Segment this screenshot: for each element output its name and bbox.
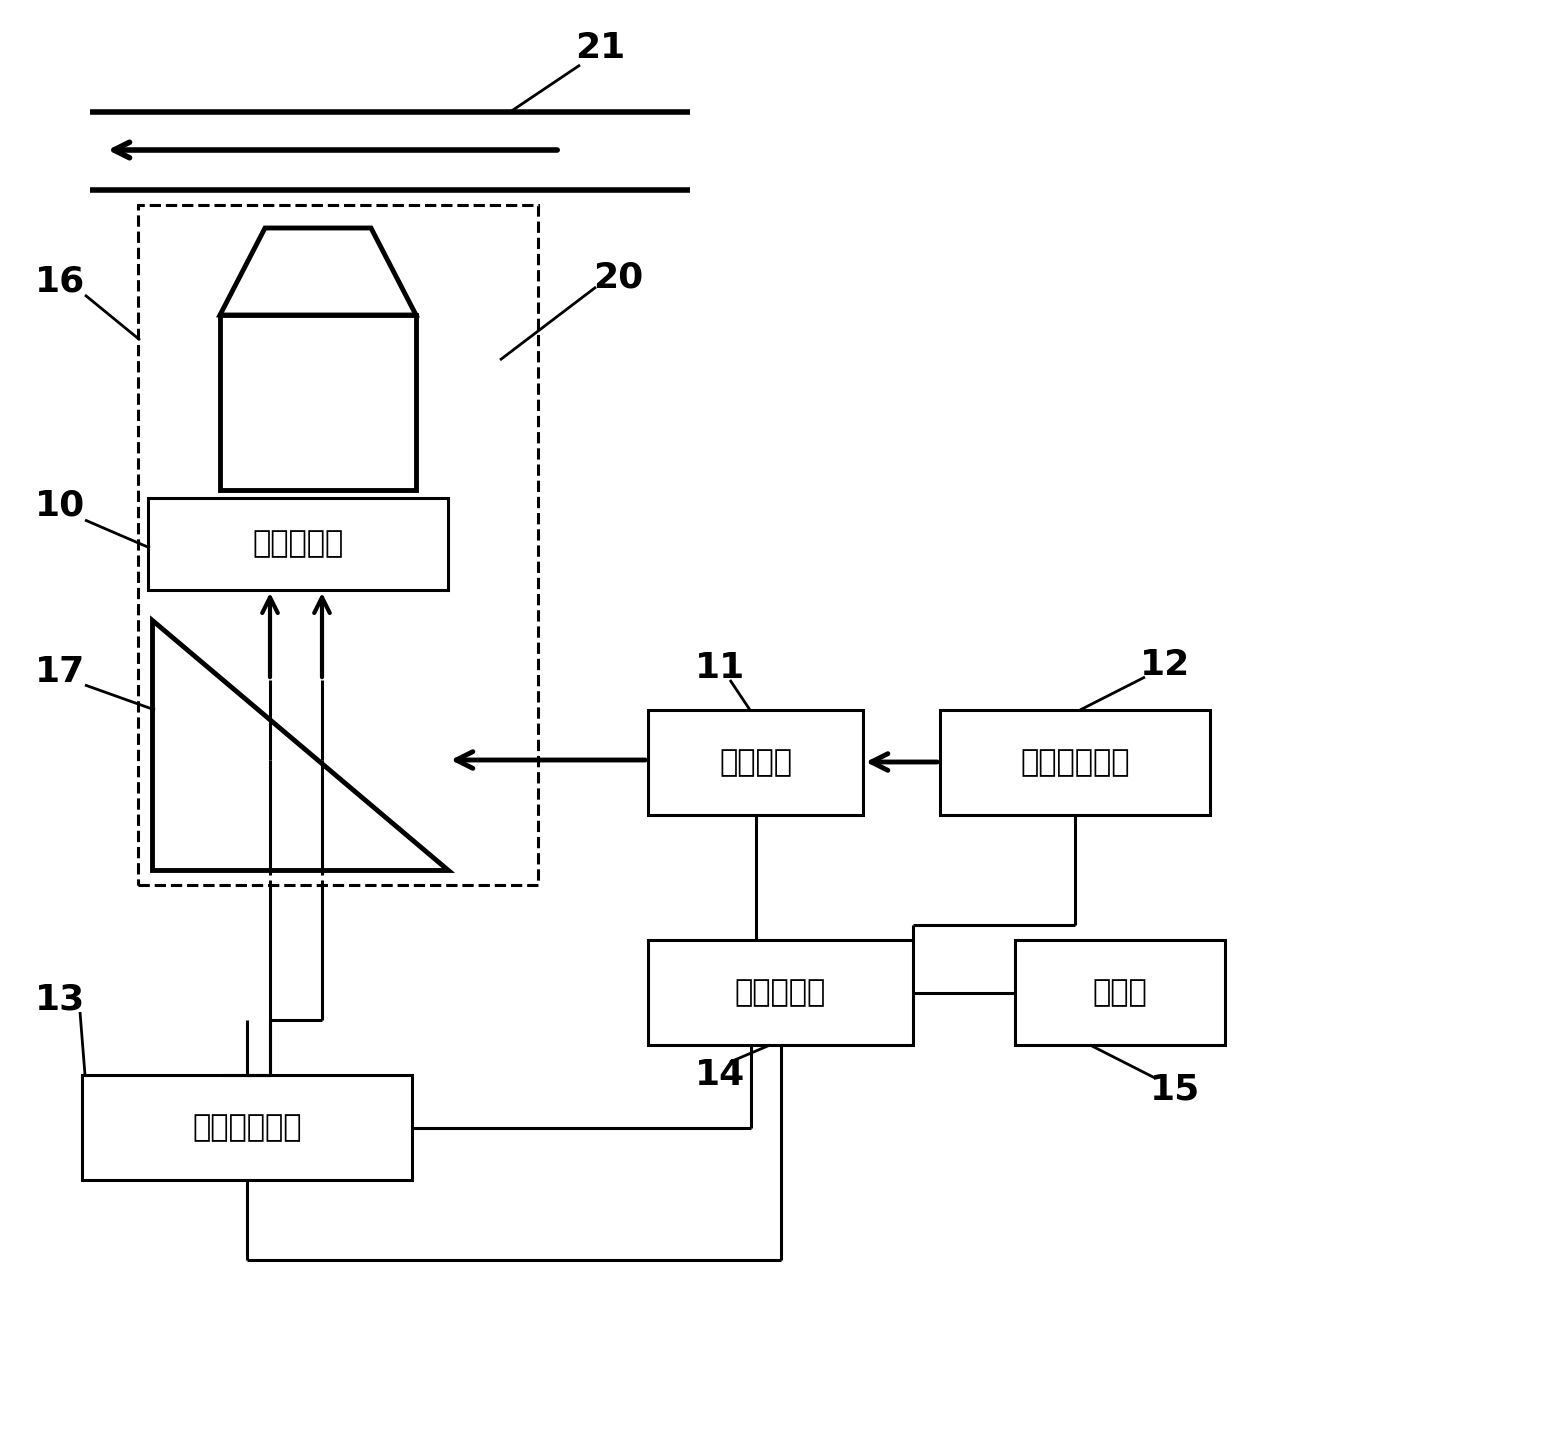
Bar [1016,940,1224,1045]
Text: 光量子检测器: 光量子检测器 [192,1112,301,1143]
Text: 17: 17 [36,655,85,689]
Text: 10: 10 [36,488,85,522]
Polygon shape [152,620,448,871]
Bar [940,709,1211,814]
Bar [148,498,448,590]
Bar [648,940,914,1045]
Text: 15: 15 [1150,1073,1200,1107]
Text: 13: 13 [36,983,85,1017]
Text: 11: 11 [694,650,745,685]
Bar [648,709,863,814]
Bar [82,1075,411,1180]
Text: 20: 20 [592,260,643,295]
Text: 16: 16 [36,265,85,299]
Text: 光学系统: 光学系统 [719,748,792,777]
Bar [220,315,416,491]
Text: 同步控制器: 同步控制器 [734,979,826,1007]
Text: 处理器: 处理器 [1093,979,1147,1007]
Text: 21: 21 [575,32,625,65]
Text: 12: 12 [1139,648,1190,682]
Text: 双脉冲激光器: 双脉冲激光器 [1020,748,1130,777]
Text: 14: 14 [694,1058,745,1092]
Text: 位移控制器: 位移控制器 [252,530,343,558]
Bar [138,204,538,885]
Polygon shape [220,227,416,315]
